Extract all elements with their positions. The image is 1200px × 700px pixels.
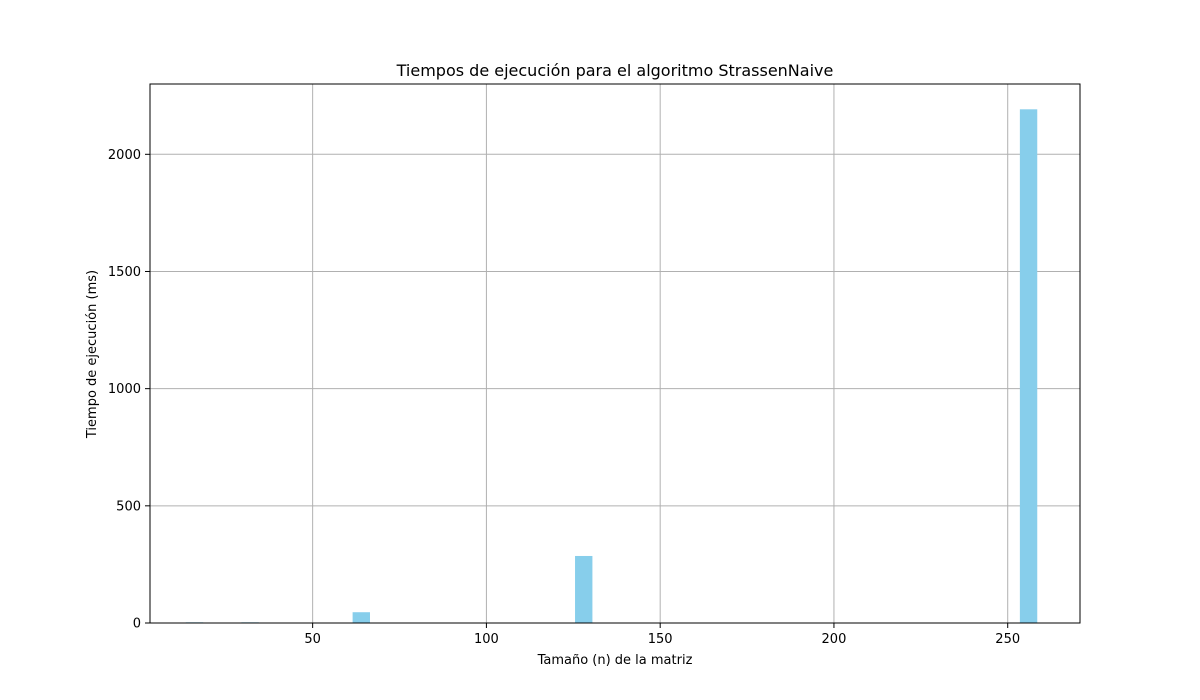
y-tick-label: 2000 <box>108 148 141 163</box>
y-axis-label: Tiempo de ejecución (ms) <box>85 270 100 439</box>
y-tick-label: 1000 <box>108 382 141 397</box>
x-tick-label: 100 <box>474 632 499 647</box>
y-tick-label: 500 <box>116 499 141 514</box>
plot-frame <box>149 83 1081 624</box>
x-tick-label: 150 <box>648 632 673 647</box>
bars-layer <box>185 109 1038 623</box>
x-tick-label: 50 <box>304 632 321 647</box>
bar <box>1019 109 1038 623</box>
grid-layer <box>150 84 1080 624</box>
x-tick-label: 250 <box>995 632 1020 647</box>
bar <box>575 555 593 623</box>
chart-title: Tiempos de ejecución para el algoritmo S… <box>396 61 834 80</box>
y-tick-label: 1500 <box>108 265 141 280</box>
ticks-layer: 50 100 150 200 250 0 500 1000 1500 2000 <box>108 148 1020 647</box>
x-axis-label: Tamaño (n) de la matriz <box>537 653 693 668</box>
y-tick-label: 0 <box>133 617 141 632</box>
bar <box>352 612 370 623</box>
x-tick-label: 200 <box>822 632 847 647</box>
